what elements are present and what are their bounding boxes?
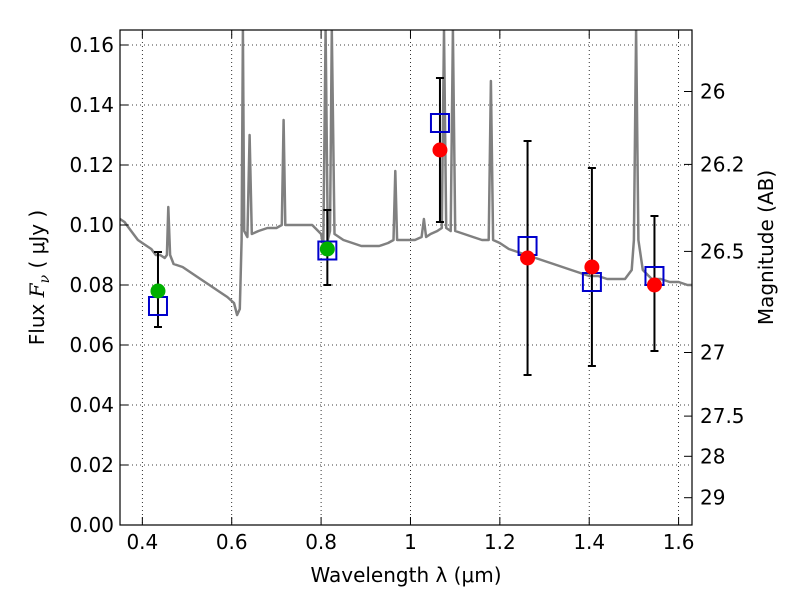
right-tick-label: 26.5 [700,239,745,263]
y-label-symbol: F [25,282,49,298]
observed-point [432,142,448,158]
observed-point [646,277,662,293]
x-tick-label: 1.4 [573,530,605,554]
plot-frame [119,29,693,526]
y-tick-label: 0.10 [69,213,114,237]
y-tick-label: 0.02 [69,453,114,477]
right-tick-label: 27 [700,341,725,365]
observed-points-layer [150,142,662,299]
y-label-prefix: Flux [25,297,49,345]
y-tick-label: 0.16 [69,33,114,57]
x-tick-label: 1 [404,530,417,554]
right-tick-label: 26 [700,80,725,104]
observed-point [520,250,536,266]
y-tick-label: 0.14 [69,93,114,117]
y-label-suffix: ( μJy ) [25,210,49,275]
axes-frame [119,29,693,526]
y-tick-label: 0.08 [69,273,114,297]
observed-point [584,259,600,275]
model-photometry-square [429,113,450,133]
y-tick-label: 0.12 [69,153,114,177]
model-photometry-layer [147,113,665,316]
y-axis-label-right: Magnitude (AB) [754,170,778,325]
x-tick-label: 1.2 [484,530,516,554]
y-axis-label-left: Flux Fν ( μJy ) [25,210,53,345]
right-tick-label: 29 [700,486,725,510]
spectrum-line [120,30,692,317]
tick-labels: 0.4 0.6 0.8 1 1.2 1.4 1.6 0.00 0.02 0.04 0.06 0.08 0… [69,33,744,554]
y-tick-label: 0.06 [69,333,114,357]
detection-point [319,241,335,257]
x-tick-label: 0.8 [305,530,337,554]
right-tick-label: 26.2 [700,152,745,176]
detection-point [150,283,166,299]
x-tick-label: 0.4 [126,530,158,554]
model-spectrum-layer [120,30,692,317]
right-tick-label: 28 [700,444,725,468]
y-tick-label: 0.00 [69,513,114,537]
x-tick-label: 1.6 [663,530,695,554]
y-label-subscript: ν [37,274,53,283]
error-bars-layer [153,77,659,376]
x-tick-label: 0.6 [216,530,248,554]
right-tick-label: 27.5 [700,404,745,428]
x-axis-label: Wavelength λ (μm) [310,563,501,587]
y-tick-label: 0.04 [69,393,114,417]
